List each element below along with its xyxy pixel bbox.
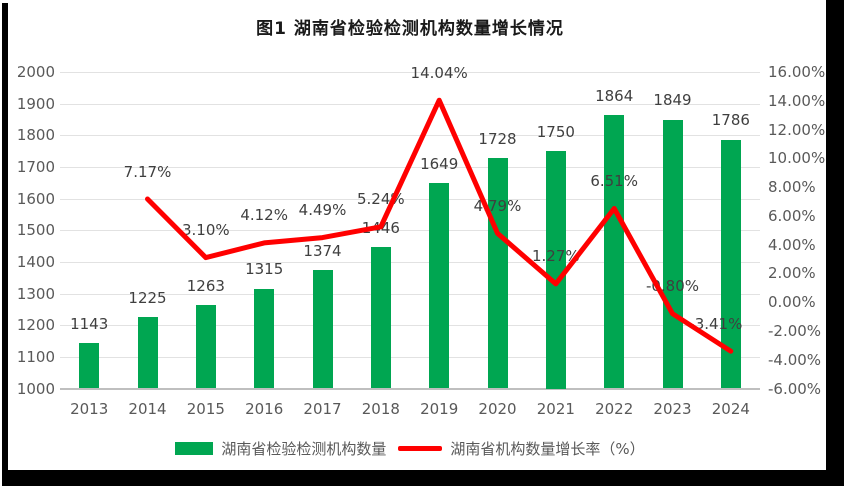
left-axis-tick-label: 1500 — [16, 221, 55, 240]
bar-value-label: 1263 — [186, 276, 225, 295]
right-axis-tick-label: 12.00% — [768, 120, 826, 139]
right-axis-tick-label: -4.00% — [768, 350, 822, 369]
right-axis-tick-label: 4.00% — [768, 235, 816, 254]
bar-value-label: 1786 — [711, 111, 750, 130]
right-axis-tick-label: 10.00% — [768, 149, 826, 168]
bar-2018 — [370, 247, 391, 389]
bar-2022 — [604, 115, 625, 389]
right-axis-tick-label: -2.00% — [768, 321, 822, 340]
x-axis-label-2022: 2022 — [595, 400, 634, 418]
right-axis-tick-label: 8.00% — [768, 178, 816, 197]
bar-value-label: 1728 — [478, 129, 517, 148]
bar-2016 — [254, 288, 275, 389]
bar-2019 — [429, 183, 450, 389]
right-axis-tick-label: 14.00% — [768, 91, 826, 110]
pct-label-2022: 6.51% — [590, 172, 638, 191]
gridline — [60, 261, 760, 263]
bar-2023 — [662, 119, 683, 389]
right-axis-tick-label: 16.00% — [768, 63, 826, 81]
bar-2015 — [195, 305, 216, 389]
x-axis-label-2019: 2019 — [420, 400, 459, 418]
pct-label-2019: 14.04% — [410, 63, 468, 82]
legend-item-bars: 湖南省检验检测机构数量 — [175, 438, 386, 459]
left-axis-tick-label: 1400 — [16, 252, 55, 271]
chart-title: 图1 湖南省检验检测机构数量增长情况 — [256, 19, 564, 39]
legend-item-line: 湖南省机构数量增长率（%） — [398, 438, 645, 459]
x-axis-label-2020: 2020 — [478, 400, 517, 418]
legend-label-bars: 湖南省检验检测机构数量 — [221, 439, 387, 458]
left-axis-tick-label: 1800 — [16, 126, 55, 145]
left-axis-tick-label: 1100 — [16, 347, 55, 366]
legend-label-line: 湖南省机构数量增长率（%） — [450, 439, 645, 458]
x-axis-label-2013: 2013 — [70, 400, 109, 418]
gridline — [60, 325, 760, 327]
x-axis-label-2024: 2024 — [711, 400, 750, 418]
left-axis-tick-label: 1300 — [16, 284, 55, 303]
left-axis-tick-label: 1900 — [16, 94, 55, 113]
pct-label-2023: -0.80% — [645, 277, 700, 296]
bar-2020 — [487, 158, 508, 389]
bar-value-label: 1750 — [536, 122, 575, 141]
bar-2021 — [545, 151, 566, 389]
x-axis-label-2018: 2018 — [361, 400, 400, 418]
frame-border-right — [826, 0, 844, 486]
x-axis-label-2015: 2015 — [186, 400, 225, 418]
bar-value-label: 1225 — [128, 288, 167, 307]
frame-border-left — [2, 3, 8, 486]
right-axis-tick-label: 0.00% — [768, 293, 816, 312]
frame-border-bottom — [2, 470, 844, 486]
pct-label-2015: 3.10% — [182, 221, 230, 240]
bar-2017 — [312, 270, 333, 389]
x-axis-label-2016: 2016 — [245, 400, 284, 418]
gridline — [60, 72, 760, 73]
pct-label-2024: -3.41% — [689, 314, 743, 333]
legend: 湖南省检验检测机构数量 湖南省机构数量增长率（%） — [0, 436, 820, 460]
bar-value-label: 1315 — [245, 260, 284, 279]
bar-value-label: 1649 — [420, 154, 459, 173]
bar-2014 — [137, 317, 158, 389]
left-axis-tick-label: 1600 — [16, 189, 55, 208]
left-axis-tick-label: 1200 — [16, 316, 55, 335]
bar-value-label: 1864 — [595, 86, 634, 105]
x-axis-line — [60, 387, 760, 390]
x-axis-label-2023: 2023 — [653, 400, 692, 418]
left-axis-tick-label: 1700 — [16, 157, 55, 176]
left-axis-tick-label: 2000 — [16, 63, 55, 81]
bar-value-label: 1446 — [361, 218, 400, 237]
pct-label-2020: 4.79% — [473, 196, 522, 215]
x-axis-label-2014: 2014 — [128, 400, 167, 418]
x-axis-label-2017: 2017 — [303, 400, 342, 418]
bar-value-label: 1849 — [653, 91, 692, 110]
x-axis-label-2021: 2021 — [536, 400, 575, 418]
bar-value-label: 1374 — [303, 241, 342, 260]
pct-label-2021: 1.27% — [532, 247, 580, 266]
bar-series-swatch-icon — [175, 441, 214, 455]
gridline — [60, 135, 760, 137]
right-axis-tick-label: -6.00% — [768, 379, 822, 398]
line-series-swatch-icon — [398, 445, 443, 451]
pct-label-2014: 7.17% — [123, 162, 172, 181]
bar-2024 — [720, 139, 741, 389]
bar-2013 — [79, 343, 100, 389]
left-axis-tick-label: 1000 — [16, 379, 55, 398]
gridline — [60, 356, 760, 358]
right-axis-tick-label: 6.00% — [768, 206, 816, 225]
right-axis-tick-label: 2.00% — [768, 264, 816, 283]
pct-label-2018: 5.24% — [357, 190, 405, 209]
bar-value-label: 1143 — [70, 314, 109, 333]
